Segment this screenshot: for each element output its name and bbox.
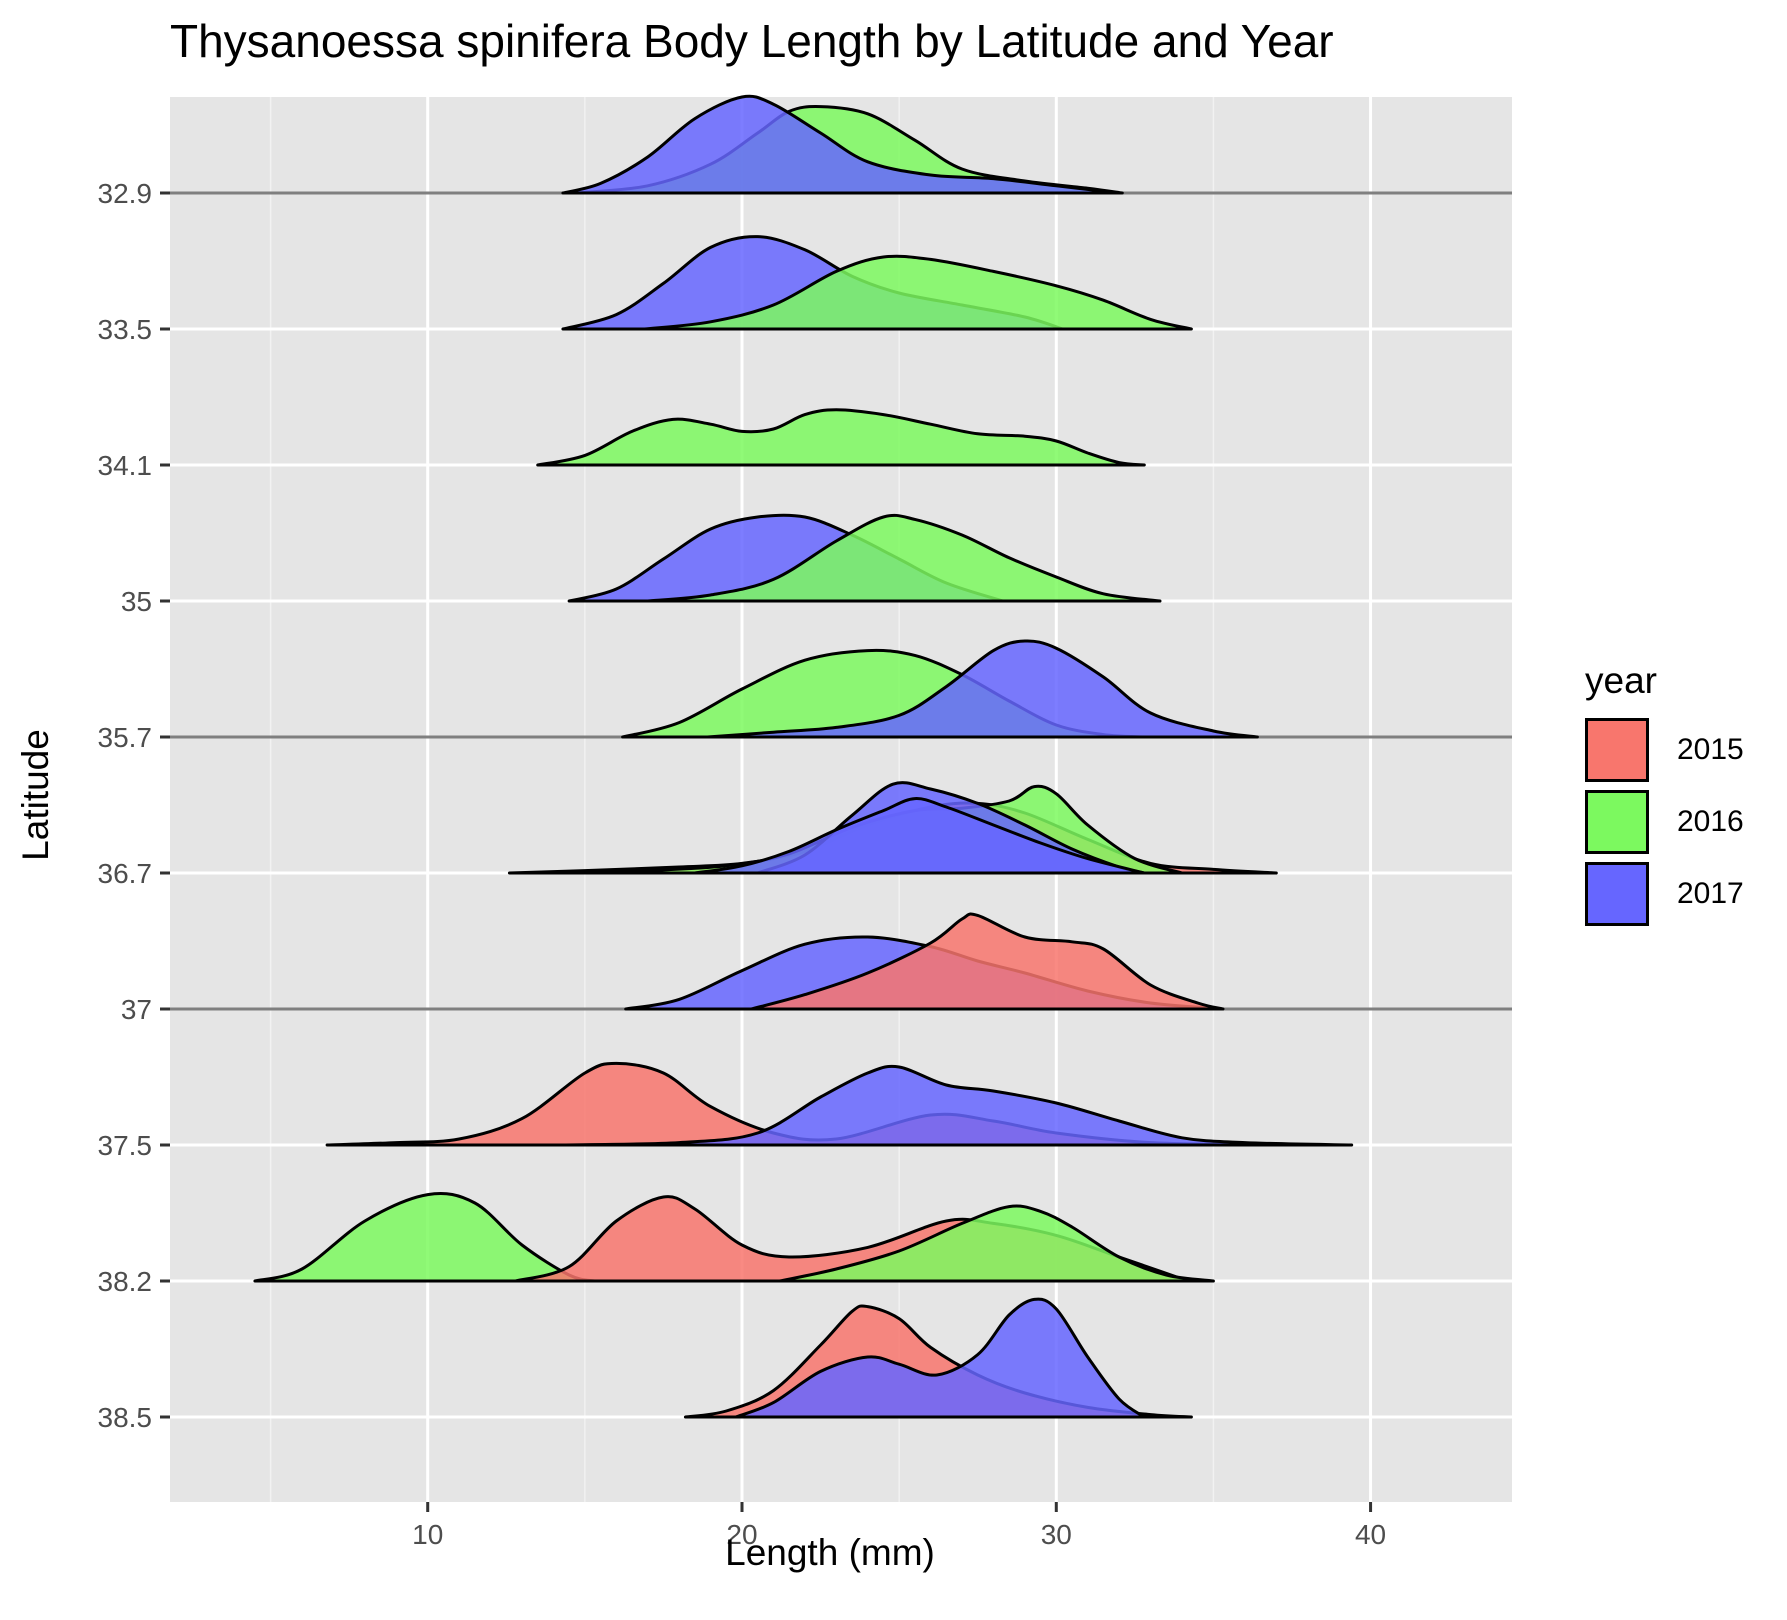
density-38.5-2017 xyxy=(561,94,1121,195)
ridge-lat-37.5 xyxy=(536,408,1146,467)
ridge-lat-38.2 xyxy=(561,235,1193,331)
density-34.1-2017 xyxy=(558,1064,1354,1147)
legend-item-2015: 2015 xyxy=(1585,714,1744,786)
legend-label-2015: 2015 xyxy=(1677,733,1744,766)
ridge-densities xyxy=(170,94,1512,1419)
x-tick-label: 40 xyxy=(1355,1519,1386,1550)
legend-label-2016: 2016 xyxy=(1677,805,1744,838)
axes: 10 20 30 40 38.5 38.2 37.5 37 36.7 35.7 35 34.1 33.5… xyxy=(98,178,1387,1550)
y-tick-label: 37.5 xyxy=(98,1130,153,1161)
x-tick-label: 30 xyxy=(1041,1519,1072,1550)
chart-title: Thysanoessa spinifera Body Length by Lat… xyxy=(170,15,1334,67)
legend-item-2016: 2016 xyxy=(1585,786,1744,858)
ridge-lat-35 xyxy=(170,912,1512,1011)
y-tick-label: 35 xyxy=(121,586,152,617)
legend-key-2015 xyxy=(1585,718,1649,782)
density-35.7-2017 xyxy=(693,797,1146,875)
legend: year 2015 2016 2017 xyxy=(1585,660,1744,930)
y-tick-label: 38.2 xyxy=(98,1266,153,1297)
y-tick-label: 33.5 xyxy=(98,314,153,345)
y-tick-label: 34.1 xyxy=(98,450,153,481)
density-36.7-2017 xyxy=(705,639,1259,739)
density-37.5-2016 xyxy=(536,408,1146,467)
ridge-lat-37 xyxy=(567,513,1162,603)
y-tick-label: 36.7 xyxy=(98,858,153,889)
x-tick-label: 10 xyxy=(412,1519,443,1550)
density-37-2016 xyxy=(646,513,1162,603)
legend-item-2017: 2017 xyxy=(1585,858,1744,930)
density-33.5-2016 xyxy=(778,1204,1215,1283)
y-tick-label: 32.9 xyxy=(98,178,153,209)
legend-label-2017: 2017 xyxy=(1677,877,1744,910)
ridge-lat-34.1 xyxy=(325,1061,1354,1147)
density-38.2-2016 xyxy=(643,254,1193,331)
y-tick-label: 35.7 xyxy=(98,722,153,753)
legend-key-2017 xyxy=(1585,862,1649,926)
density-35-2015 xyxy=(749,912,1225,1011)
ridge-lat-36.7 xyxy=(170,639,1512,739)
x-axis-label: Length (mm) xyxy=(725,1532,935,1573)
y-tick-label: 37 xyxy=(121,994,152,1025)
legend-title: year xyxy=(1585,660,1657,701)
ridge-lat-38.5 xyxy=(170,94,1512,195)
y-axis-label: Latitude xyxy=(15,729,56,861)
ridge-lat-32.9 xyxy=(683,1297,1193,1419)
ridge-lat-35.7 xyxy=(507,781,1278,875)
density-32.9-2017 xyxy=(734,1297,1146,1419)
y-tick-label: 38.5 xyxy=(98,1402,153,1433)
ridge-lat-33.5 xyxy=(253,1191,1215,1283)
x-tick-label: 20 xyxy=(726,1519,757,1550)
legend-key-2016 xyxy=(1585,790,1649,854)
